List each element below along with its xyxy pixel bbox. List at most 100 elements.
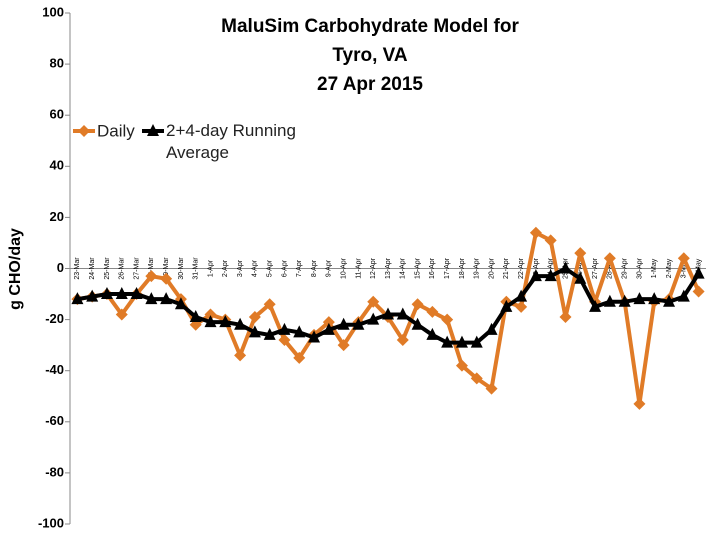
marker <box>189 310 202 323</box>
y-tick-label: 80 <box>50 56 64 71</box>
marker <box>544 269 557 282</box>
x-tick-label: 2-Apr <box>222 259 229 277</box>
marker <box>529 269 542 282</box>
y-tick-label: -80 <box>45 464 64 479</box>
x-tick-label: 9-Apr <box>326 259 333 277</box>
marker <box>574 247 587 260</box>
marker <box>485 382 498 395</box>
marker <box>441 335 454 348</box>
marker <box>618 294 631 307</box>
marker <box>692 266 705 279</box>
marker <box>263 327 276 340</box>
marker <box>248 325 261 338</box>
marker <box>367 312 380 325</box>
marker <box>648 292 661 305</box>
x-tick-label: 10-Apr <box>340 257 347 279</box>
marker <box>100 287 113 300</box>
marker <box>589 299 602 312</box>
x-tick-label: 1-Apr <box>207 259 214 277</box>
marker <box>278 322 291 335</box>
x-tick-label: 23-Mar <box>74 257 81 280</box>
chart-title: 27 Apr 2015 <box>317 74 423 95</box>
y-axis-label: g CHO/day <box>7 228 24 310</box>
marker <box>603 294 616 307</box>
marker <box>426 305 439 318</box>
marker <box>426 327 439 340</box>
marker <box>352 317 365 330</box>
marker <box>234 349 247 362</box>
x-tick-label: 20-Apr <box>488 257 495 279</box>
marker <box>234 317 247 330</box>
x-tick-label: 28-Mar <box>148 257 155 280</box>
x-tick-label: 14-Apr <box>400 257 407 279</box>
x-tick-label: 30-Mar <box>178 257 185 280</box>
marker <box>308 330 321 343</box>
x-tick-label: 5-Apr <box>267 259 274 277</box>
marker <box>529 226 542 239</box>
marker <box>322 316 335 329</box>
marker <box>633 292 646 305</box>
marker <box>515 300 528 313</box>
x-tick-label: 30-Apr <box>636 257 643 279</box>
marker <box>455 335 468 348</box>
x-tick-label: 21-Apr <box>503 257 510 279</box>
x-tick-label: 6-Apr <box>281 259 288 277</box>
y-tick-label: -60 <box>45 413 64 428</box>
x-tick-label: 1-May <box>651 258 658 278</box>
marker <box>677 289 690 302</box>
x-tick-label: 18-Apr <box>459 257 466 279</box>
marker <box>263 298 276 311</box>
marker <box>115 287 128 300</box>
x-tick-label: 8-Apr <box>311 259 318 277</box>
x-tick-label: 25-Mar <box>104 257 111 280</box>
chart-title: Tyro, VA <box>332 45 408 66</box>
legend-label: 2+4-day Running Average <box>166 121 296 162</box>
marker <box>470 335 483 348</box>
marker <box>455 359 468 372</box>
legend-label-line: Average <box>166 143 229 162</box>
marker <box>396 307 409 320</box>
marker <box>515 289 528 302</box>
x-tick-label: 28-Apr <box>607 257 614 279</box>
marker <box>677 252 690 265</box>
marker <box>559 261 572 274</box>
x-tick-label: 3-Apr <box>237 259 244 277</box>
marker <box>411 298 424 311</box>
chart-title: MaluSim Carbohydrate Model for <box>221 16 519 37</box>
marker <box>115 308 128 321</box>
marker <box>367 295 380 308</box>
x-tick-label: 22-Apr <box>518 257 525 279</box>
marker <box>544 234 557 247</box>
x-tick-label: 11-Apr <box>355 258 362 279</box>
x-tick-label: 27-Mar <box>133 257 140 280</box>
y-tick-label: 40 <box>50 158 64 173</box>
legend-label-line: 2+4-day Running <box>166 121 296 140</box>
x-tick-label: 3-May <box>681 258 688 278</box>
marker <box>485 322 498 335</box>
marker <box>145 292 158 305</box>
x-tick-label: 29-Apr <box>621 257 628 279</box>
marker <box>130 287 143 300</box>
marker <box>71 292 84 305</box>
marker <box>278 334 291 347</box>
marker <box>411 317 424 330</box>
y-tick-label: 0 <box>57 260 64 275</box>
y-tick-label: 20 <box>50 209 64 224</box>
x-tick-label: 15-Apr <box>414 257 421 279</box>
y-tick-label: -40 <box>45 362 64 377</box>
marker <box>204 315 217 328</box>
x-tick-label: 19-Apr <box>474 257 481 279</box>
x-tick-label: 27-Apr <box>592 257 599 279</box>
marker <box>692 285 705 298</box>
marker <box>204 308 217 321</box>
x-tick-label: 4-Apr <box>252 259 259 277</box>
marker <box>500 299 513 312</box>
x-tick-label: 29-Mar <box>163 257 170 280</box>
marker <box>293 325 306 338</box>
x-tick-label: 23-Apr <box>533 257 540 279</box>
marker <box>160 292 173 305</box>
marker <box>322 322 335 335</box>
x-tick-label: 17-Apr <box>444 257 451 279</box>
y-tick-label: 100 <box>42 4 64 19</box>
marker <box>382 307 394 320</box>
